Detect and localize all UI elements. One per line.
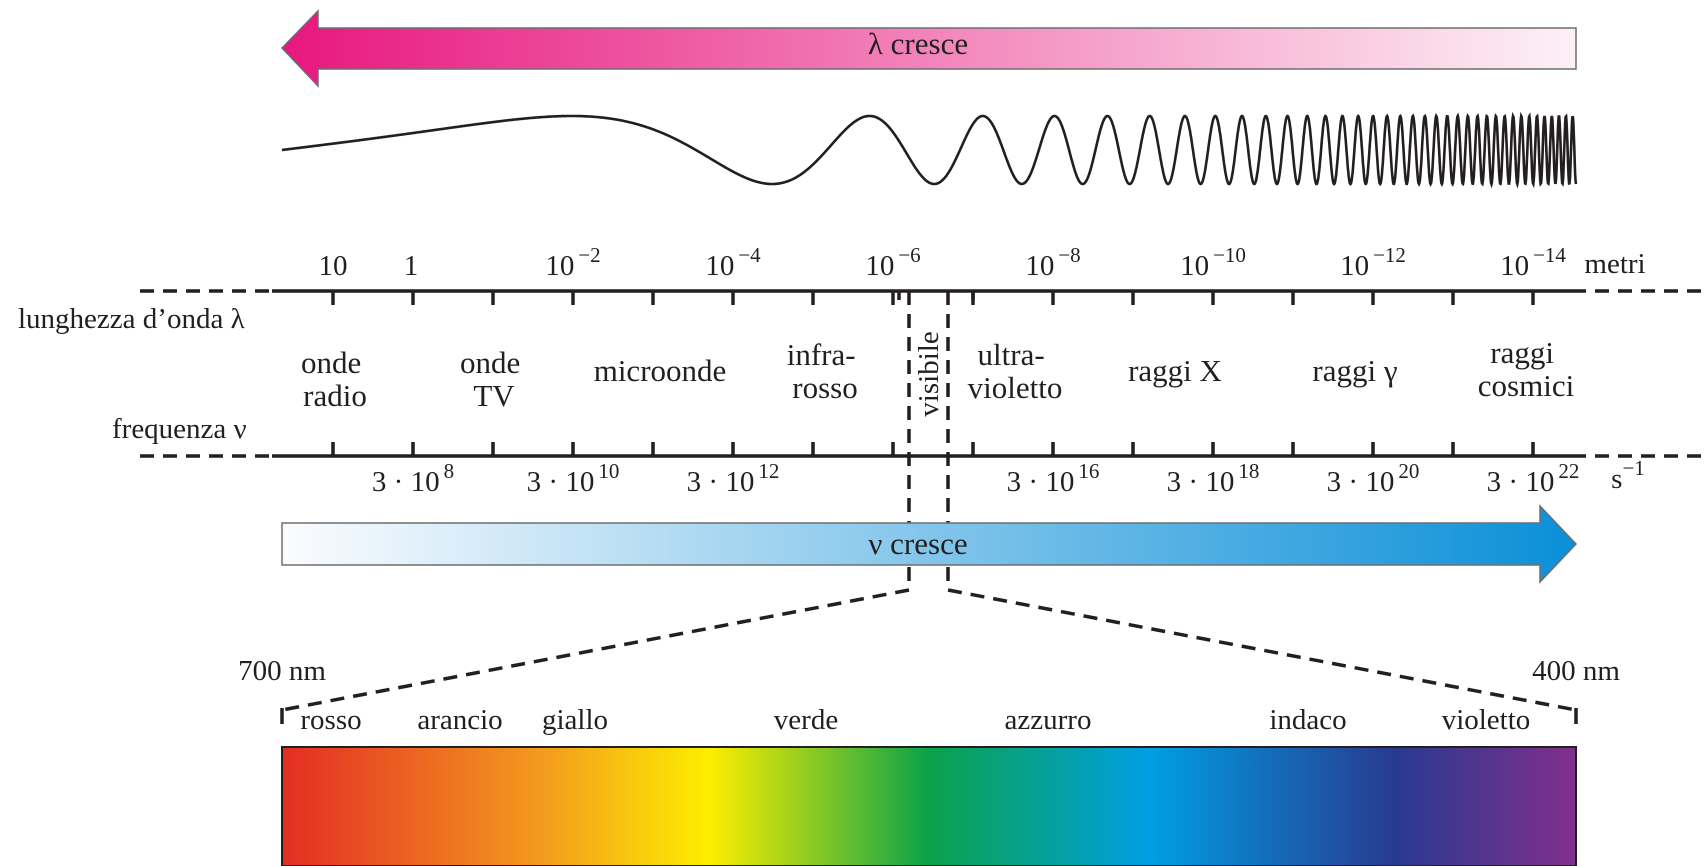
spectrum-400nm-label: 400 nm <box>1532 655 1620 687</box>
frequency-tick-label: 3 · 10 22 <box>1487 459 1580 498</box>
region-raggi-gamma: raggi γ <box>1312 353 1397 388</box>
wavelength-increase-arrow: λ cresce <box>280 9 1577 88</box>
region-ultravioletto: ultra- violetto <box>968 337 1063 405</box>
wavelength-tick-label: 10 −12 <box>1340 243 1406 282</box>
frequency-arrow-shape <box>281 504 1578 584</box>
frequency-arrow-label: ν cresce <box>868 526 967 561</box>
frequency-tick-label: 3 · 10 10 <box>527 459 620 498</box>
frequency-tick-label: 3 · 10 18 <box>1167 459 1260 498</box>
color-arancio: arancio <box>417 704 502 736</box>
color-indaco: indaco <box>1269 704 1346 736</box>
wave-illustration <box>281 111 1578 189</box>
color-violetto: violetto <box>1442 704 1531 736</box>
wavelength-unit: metri <box>1584 248 1645 280</box>
wavelength-tick-label: 1 <box>404 250 419 282</box>
zoom-line-left <box>281 588 910 712</box>
region-labels: onde radio onde TV microonde infra- ross… <box>301 291 1575 590</box>
visible-spectrum-bar <box>281 746 1577 866</box>
frequency-tick-label: 3 · 10 16 <box>1007 459 1100 498</box>
frequency-tick-label: 3 · 10 8 <box>372 459 454 498</box>
color-azzurro: azzurro <box>1005 704 1092 736</box>
spectrum-color-names: rosso arancio giallo verde azzurro indac… <box>300 704 1530 736</box>
frequency-axis: 3 · 10 8 3 · 10 10 3 · 10 12 3 · 10 16 3 · 10 18 3… <box>112 413 1704 498</box>
region-infrarosso: infra- rosso <box>787 337 864 405</box>
region-raggi-x: raggi X <box>1128 353 1222 388</box>
spectrum-700nm-label: 700 nm <box>238 655 326 687</box>
zoom-line-right <box>947 588 1577 712</box>
wavelength-tick-label: 10 −10 <box>1180 243 1246 282</box>
frequency-unit: s−1 <box>1611 456 1645 495</box>
frequency-increase-arrow: ν cresce <box>281 504 1578 584</box>
color-verde: verde <box>774 704 838 736</box>
wavelength-arrow-label: λ cresce <box>868 26 968 61</box>
color-rosso: rosso <box>300 704 361 736</box>
region-microonde: microonde <box>594 353 727 388</box>
wavelength-tick-label: 10 −8 <box>1025 243 1080 282</box>
wavelength-tick-label: 10 −14 <box>1500 243 1566 282</box>
region-visibile: visibile <box>913 331 945 416</box>
color-giallo: giallo <box>542 704 608 736</box>
wavelength-tick-label: 10 −4 <box>705 243 761 282</box>
frequency-tick-label: 3 · 10 12 <box>687 459 780 498</box>
wavelength-axis: 10 1 10 −2 10 −4 10 −6 10 −8 10 −10 10 −12 10 −14 metri… <box>18 243 1704 335</box>
wavelength-tick-label: 10 <box>319 250 348 282</box>
frequency-tick-label: 3 · 10 20 <box>1327 459 1420 498</box>
wavelength-tick-label: 10 −6 <box>865 243 920 282</box>
region-raggi-cosmici: raggi cosmici <box>1478 335 1575 403</box>
frequency-axis-name: frequenza ν <box>112 413 247 445</box>
wavelength-arrow-shape <box>280 9 1577 88</box>
wavelength-tick-label: 10 −2 <box>545 243 600 282</box>
region-onde-radio: onde radio <box>301 345 369 413</box>
wavelength-axis-name: lunghezza d’onda λ <box>18 303 245 335</box>
region-onde-tv: onde TV <box>460 345 528 413</box>
